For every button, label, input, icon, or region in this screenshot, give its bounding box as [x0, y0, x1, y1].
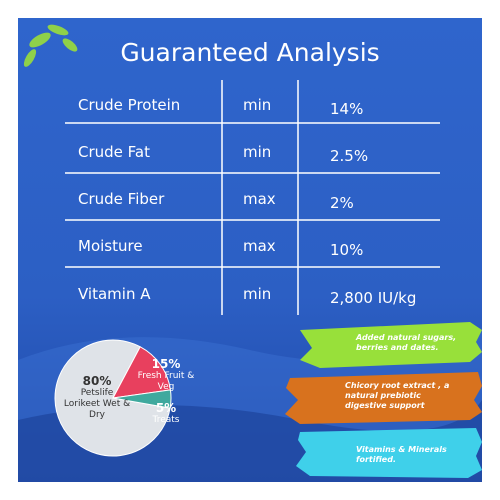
table-cell: Crude Fat	[78, 143, 150, 161]
pie	[54, 339, 172, 457]
pie-value-label: 15%	[151, 357, 181, 371]
pie-value-label: 80%	[82, 374, 112, 388]
table-cell: 10%	[330, 241, 364, 259]
table-cell: max	[243, 190, 276, 208]
pie-value-label: 5%	[155, 401, 177, 415]
table-cell: 2,800 IU/kg	[330, 289, 417, 307]
table-cell: min	[243, 96, 272, 114]
table-cell: Moisture	[78, 237, 143, 255]
table-cell: min	[243, 143, 272, 161]
pie-label: 15% Fresh Fruit & Veg	[136, 357, 196, 393]
pie-slice	[112, 389, 172, 409]
pie-label: 5% Treats	[146, 401, 186, 426]
title: Guaranteed Analysis	[120, 38, 380, 67]
pie-category: Fresh Fruit & Veg	[137, 371, 195, 392]
pie-category: Treats	[152, 415, 180, 425]
pie-slice	[112, 346, 172, 399]
callout: Added natural sugars, berries and dates.	[356, 333, 457, 352]
table-cell: Crude Fiber	[78, 190, 165, 208]
table-cell: Crude Protein	[78, 96, 181, 114]
table-cell: max	[243, 237, 276, 255]
pie-category: Petslife Lorikeet Wet & Dry	[63, 388, 131, 420]
table-cell: 2.5%	[330, 147, 369, 165]
callout: Chicory root extract , a natural prebiot…	[345, 381, 450, 410]
pie-label: 80% Petslife Lorikeet Wet & Dry	[62, 374, 132, 421]
table-cell: 14%	[330, 100, 364, 118]
table-cell: Vitamin A	[78, 285, 151, 303]
callout: Vitamins & Minerals fortified.	[356, 445, 447, 464]
table-cell: min	[243, 285, 272, 303]
table-cell: 2%	[330, 194, 354, 212]
